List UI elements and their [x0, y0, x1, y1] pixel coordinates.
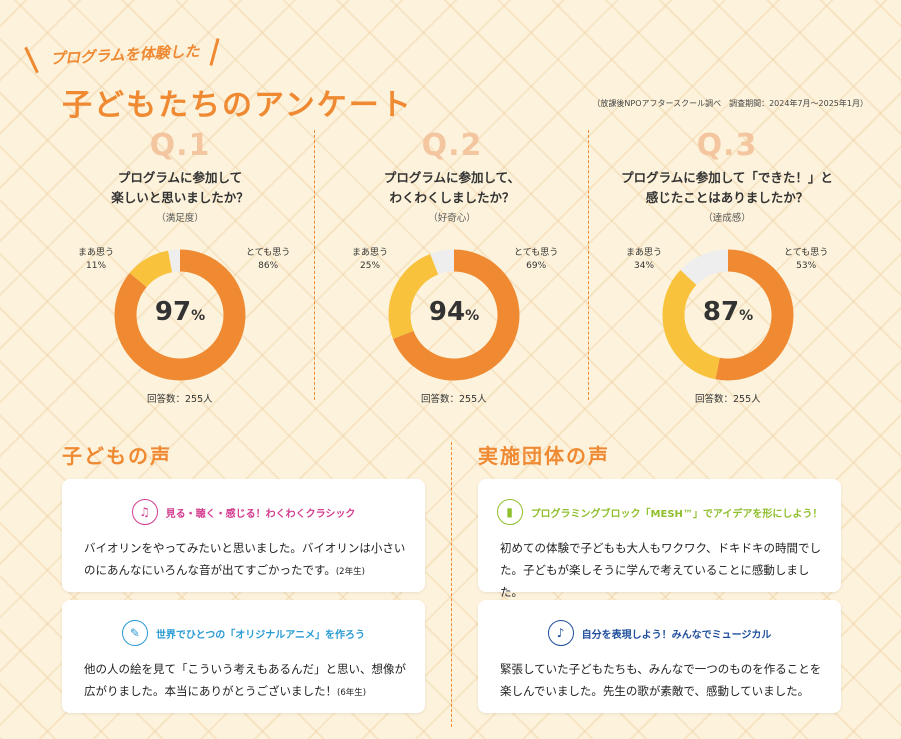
question-text: プログラムに参加して、 わくわくしましたか？ [317, 168, 587, 208]
donut-chart-3: 87% [658, 245, 798, 389]
answer-count: 回答数：255人 [695, 394, 761, 405]
donut-segment-maa [388, 249, 520, 381]
question-tag: （満足度） [156, 213, 204, 224]
question-tag: （好奇心） [428, 213, 476, 224]
question-3: Q.3 プログラムに参加して「できた！」と 感じたことはありましたか？ （達成感… [592, 128, 862, 224]
card-header: ♪ 自分を表現しよう！みんなでミュージカル [478, 620, 841, 646]
section-divider [451, 442, 452, 727]
answer-count: 回答数：255人 [421, 394, 487, 405]
voice-card-classic: ♫ 見る・聴く・感じる！わくわくクラシック バイオリンをやってみたいと思いました… [62, 479, 425, 592]
card-header: ✎ 世界でひとつの「オリジナルアニメ」を作ろう [62, 620, 425, 646]
card-body: 初めての体験で子どもも大人もワクワク、ドキドキの時間でした。子どもが楽しそうに学… [500, 537, 823, 603]
card-title: 世界でひとつの「オリジナルアニメ」を作ろう [155, 629, 366, 641]
card-title: 自分を表現しよう！みんなでミュージカル [581, 629, 772, 641]
question-line-2: 楽しいと思いましたか？ [111, 190, 249, 205]
donut-segment-other [388, 249, 520, 381]
donut-chart-1: 97% [110, 245, 250, 389]
question-number: Q.3 [696, 128, 758, 163]
music-note-icon: ♪ [547, 620, 574, 646]
question-line-2: わくわくしましたか？ [389, 190, 515, 205]
card-body-text: 初めての体験で子どもも大人もワクワク、ドキドキの時間でした。子どもが楽しそうに学… [500, 541, 821, 599]
header-subtitle: プログラムを体験した [49, 42, 200, 68]
question-line-2: 感じたことはありましたか？ [645, 190, 809, 205]
donut-svg [388, 249, 520, 381]
question-1: Q.1 プログラムに参加して 楽しいと思いましたか？ （満足度） [45, 128, 315, 224]
piano-icon: ♫ [131, 499, 158, 525]
answer-count: 回答数：255人 [147, 394, 213, 405]
donut-segment-other [114, 249, 246, 381]
question-text: プログラムに参加して 楽しいと思いましたか？ [45, 168, 315, 208]
card-header: ▮ プログラミングブロック「MESH™」でアイデアを形にしよう！ [478, 499, 841, 525]
voice-card-anime: ✎ 世界でひとつの「オリジナルアニメ」を作ろう 他の人の絵を見て「こういう考えも… [62, 600, 425, 713]
segment-label-maa: まあ思う 11% [78, 248, 115, 271]
card-body: 他の人の絵を見て「こういう考えもあるんだ」と思い、想像が広がりました。本当にあり… [84, 658, 407, 704]
voice-card-musical: ♪ 自分を表現しよう！みんなでミュージカル 緊張していた子どもたちも、みんなで一… [478, 600, 841, 713]
center-percentage: 94% [428, 297, 480, 327]
grade-label: (2年生) [335, 567, 365, 577]
decor-slash-right [209, 38, 220, 66]
card-body: バイオリンをやってみたいと思いました。バイオリンは小さいのにあんなにいろんな音が… [84, 537, 407, 583]
question-tag: （達成感） [703, 213, 751, 224]
card-title: プログラミングブロック「MESH™」でアイデアを形にしよう！ [530, 508, 823, 520]
question-2: Q.2 プログラムに参加して、 わくわくしましたか？ （好奇心） [317, 128, 587, 224]
question-line-1: プログラムに参加して、 [383, 170, 521, 185]
segment-label-maa: まあ思う 34% [626, 248, 663, 271]
card-body: 緊張していた子どもたちも、みんなで一つのものを作ることを楽しんでいました。先生の… [500, 658, 823, 702]
segment-label-totemo: とても思う 86% [246, 248, 291, 271]
page-title: 子どもたちのアンケート [62, 88, 413, 123]
question-text: プログラムに参加して「できた！」と 感じたことはありましたか？ [592, 168, 862, 208]
donut-segment-maa [662, 249, 794, 381]
card-body-text: バイオリンをやってみたいと思いました。バイオリンは小さいのにあんなにいろんな音が… [84, 541, 406, 577]
segment-label-maa: まあ思う 25% [352, 248, 389, 271]
donut-segment-other [662, 249, 794, 381]
card-body-text: 緊張していた子どもたちも、みんなで一つのものを作ることを楽しんでいました。先生の… [500, 662, 822, 698]
segment-label-totemo: とても思う 53% [784, 248, 829, 271]
donut-chart-2: 94% [384, 245, 524, 389]
question-number: Q.1 [149, 128, 211, 163]
decor-slash-left [24, 46, 39, 74]
org-voice-title: 実施団体の声 [478, 444, 610, 468]
center-percentage: 97% [154, 297, 206, 327]
center-percentage: 87% [702, 297, 754, 327]
mesh-block-icon: ▮ [496, 499, 523, 525]
kids-voice-title: 子どもの声 [62, 444, 172, 468]
survey-source-note: （放課後NPOアフタースクール調べ 調査期間：2024年7月〜2025年1月） [592, 99, 868, 108]
card-header: ♫ 見る・聴く・感じる！わくわくクラシック [62, 499, 425, 525]
donut-svg [662, 249, 794, 381]
question-line-1: プログラムに参加して「できた！」と [621, 170, 833, 185]
card-body-text: 他の人の絵を見て「こういう考えもあるんだ」と思い、想像が広がりました。本当にあり… [84, 662, 406, 698]
question-line-1: プログラムに参加して [117, 170, 243, 185]
grade-label: (6年生) [337, 688, 367, 698]
column-divider [314, 130, 315, 400]
column-divider [588, 130, 589, 400]
pen-icon: ✎ [121, 620, 148, 646]
donut-svg [114, 249, 246, 381]
segment-label-totemo: とても思う 69% [514, 248, 559, 271]
voice-card-mesh: ▮ プログラミングブロック「MESH™」でアイデアを形にしよう！ 初めての体験で… [478, 479, 841, 599]
card-title: 見る・聴く・感じる！わくわくクラシック [165, 508, 356, 520]
question-number: Q.2 [421, 128, 483, 163]
